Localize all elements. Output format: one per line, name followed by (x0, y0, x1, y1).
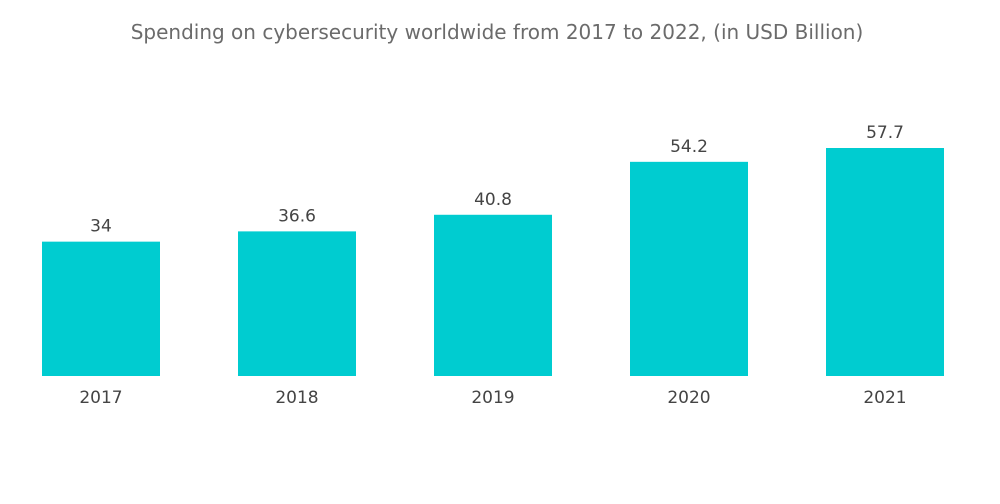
data-label-2021: 57.7 (866, 123, 904, 143)
bar-2021 (826, 148, 944, 376)
data-label-2018: 36.6 (278, 206, 316, 226)
bar-2020 (630, 161, 748, 376)
x-tick-2020: 2020 (667, 388, 710, 408)
data-label-2019: 40.8 (474, 190, 512, 210)
bar-2019 (434, 214, 552, 376)
x-tick-2018: 2018 (275, 388, 318, 408)
data-label-2017: 34 (90, 217, 112, 237)
x-tick-2017: 2017 (79, 388, 122, 408)
bars-group: 34 2017 36.6 2018 40.8 2019 54.2 2020 57.7 2021 (42, 123, 944, 408)
x-tick-2019: 2019 (471, 388, 514, 408)
x-tick-2021: 2021 (863, 388, 906, 408)
bar-2017 (42, 241, 160, 376)
bar-2018 (238, 231, 356, 376)
chart-title: Spending on cybersecurity worldwide from… (131, 20, 864, 44)
data-label-2020: 54.2 (670, 137, 708, 157)
